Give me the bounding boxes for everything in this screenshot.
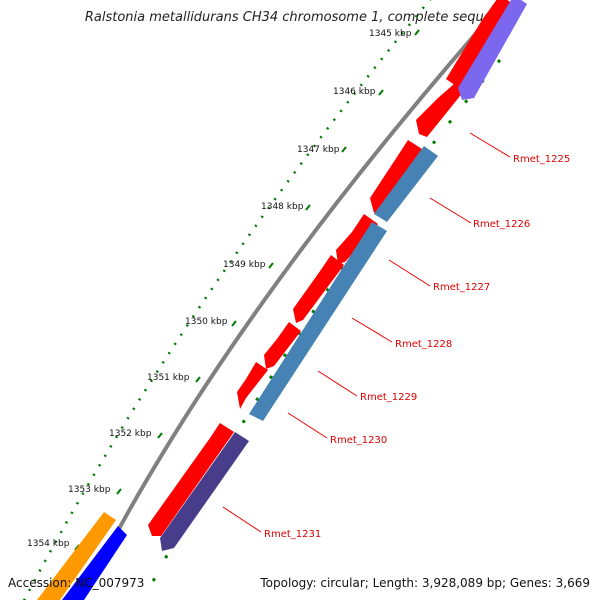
ruler-label: 1346 kbp [333, 87, 376, 97]
red-cds-1228[interactable] [336, 214, 378, 264]
ruler: 1345 kbp 1346 kbp 1347 kbp 1348 kbp 1349… [27, 29, 420, 551]
label-leader-line [222, 506, 262, 533]
gene-label-rmet-1225[interactable]: Rmet_1225 [513, 154, 570, 165]
ruler-arc [22, 0, 432, 600]
red-cds-1231a[interactable] [237, 362, 268, 409]
accession-text: Accession: NC_007973 [8, 576, 144, 590]
gene-label-rmet-1228[interactable]: Rmet_1228 [395, 339, 452, 350]
gene-track [160, 0, 527, 551]
orange-feature[interactable] [37, 512, 116, 600]
violet-gene-1225[interactable] [458, 0, 527, 100]
gene-label-rmet-1227[interactable]: Rmet_1227 [433, 282, 490, 293]
label-leader-line [388, 259, 431, 287]
label-leader-line [317, 370, 358, 397]
red-cds-1227[interactable] [370, 140, 422, 213]
ruler-label: 1347 kbp [297, 145, 340, 155]
label-leader-line [351, 317, 393, 343]
ruler-tick [157, 432, 163, 439]
ruler-label: 1354 kbp [27, 539, 70, 549]
ruler-tick [378, 89, 384, 96]
ruler-tick [305, 204, 311, 211]
red-cds-1231b[interactable] [148, 423, 234, 536]
ruler-tick [195, 376, 201, 383]
map-title: Ralstonia metallidurans CH34 chromosome … [85, 10, 515, 25]
label-leader-line [469, 132, 511, 158]
ruler-label: 1350 kbp [185, 317, 228, 327]
ruler-tick [116, 488, 122, 495]
red-cds-1230[interactable] [264, 322, 301, 369]
label-leader-line [287, 412, 328, 439]
gene-label-rmet-1229[interactable]: Rmet_1229 [360, 392, 417, 403]
ruler-tick [268, 262, 274, 269]
darkslateblue-gene-1231[interactable] [160, 432, 249, 551]
ruler-label: 1345 kbp [369, 29, 412, 39]
ruler-tick [341, 146, 347, 153]
ruler-label: 1352 kbp [109, 429, 152, 439]
gene-label-rmet-1230[interactable]: Rmet_1230 [330, 435, 387, 446]
steelblue-gene-1227-1230[interactable] [249, 222, 387, 421]
red-cds-1229[interactable] [293, 255, 344, 323]
red-cds-1226[interactable] [416, 84, 464, 137]
red-cds-track [148, 0, 516, 536]
ruler-label: 1349 kbp [223, 260, 266, 270]
gene-label-rmet-1226[interactable]: Rmet_1226 [473, 219, 530, 230]
ruler-tick [414, 29, 420, 36]
ruler-label: 1351 kbp [147, 373, 190, 383]
blue-feature[interactable] [62, 526, 127, 600]
ruler-label: 1353 kbp [68, 485, 111, 495]
label-leader-line [429, 197, 472, 224]
steelblue-gene-1226[interactable] [374, 146, 438, 222]
topology-summary: Topology: circular; Length: 3,928,089 bp… [259, 576, 590, 590]
ruler-label: 1348 kbp [261, 202, 304, 212]
gene-labels: Rmet_1225 Rmet_1226 Rmet_1227 Rmet_1228 … [222, 132, 570, 540]
gene-label-rmet-1231[interactable]: Rmet_1231 [264, 529, 321, 540]
ruler-tick [231, 320, 237, 327]
